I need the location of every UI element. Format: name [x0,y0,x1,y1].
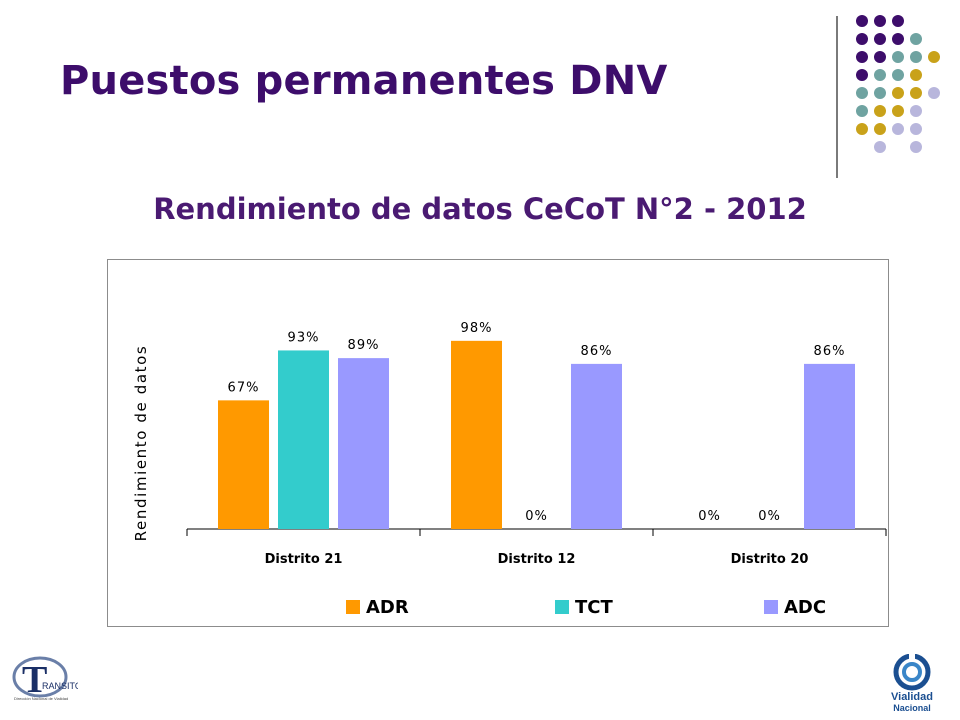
bar-adr-1 [218,400,269,529]
decor-dot [856,123,868,135]
data-label: 86% [814,344,846,359]
transito-logo-letter: T [22,659,47,701]
slide-title: Puestos permanentes DNV [60,58,668,104]
legend-label-adr: ADR [366,597,409,618]
decor-dot [910,141,922,153]
transito-logo: T RANSITO Dirección Nacional de Vialidad [12,656,78,701]
x-tick-label: Distrito 21 [265,552,343,567]
data-label: 0% [758,509,781,524]
data-label: 67% [228,380,260,395]
decor-dot [856,33,868,45]
decor-dot [892,15,904,27]
vialidad-logo-inner-ring [902,662,922,682]
vialidad-logo-gap [909,654,915,662]
decor-dot [910,33,922,45]
bar-adc-1 [338,358,389,529]
decor-dot [910,87,922,99]
vialidad-logo-line2: Nacional [893,703,931,713]
x-tick-label: Distrito 20 [731,552,809,567]
decor-dot [874,141,886,153]
data-label: 0% [698,509,721,524]
transito-logo-caption: Dirección Nacional de Vialidad [14,696,68,701]
bar-chart: 67% 93% 89% Distrito 21 98% 0% 86% Distrito 12 0… [107,259,889,627]
decor-dot [892,51,904,63]
decor-dot [892,87,904,99]
decor-dot [874,33,886,45]
decor-dot [910,51,922,63]
data-label: 86% [581,344,613,359]
data-label: 89% [348,338,380,353]
decor-dot [856,105,868,117]
decor-dot [910,123,922,135]
decor-dot [874,15,886,27]
data-label: 98% [461,321,493,336]
decor-dot [856,15,868,27]
legend-label-tct: TCT [575,597,613,618]
bar-adr-2 [451,340,502,529]
decor-dot [928,87,940,99]
decor-dot [856,51,868,63]
decor-dot [874,87,886,99]
decorative-dot-grid [856,15,940,153]
legend-swatch-adc [764,600,778,614]
decor-dot [910,69,922,81]
decor-dot [892,105,904,117]
vialidad-nacional-logo: Vialidad Nacional [891,654,933,713]
transito-logo-text: RANSITO [42,681,78,691]
bar-adc-2 [571,363,622,529]
decor-dot [874,51,886,63]
data-label: 93% [288,330,320,345]
legend-swatch-tct [555,600,569,614]
transito-logo-ring [12,656,68,698]
decor-dot [928,51,940,63]
decor-dot [874,123,886,135]
decor-dot [892,33,904,45]
legend-label-adc: ADC [784,597,826,618]
decor-dot [874,105,886,117]
bar-adc-3 [804,363,855,529]
decor-dot [892,123,904,135]
decor-dot [856,87,868,99]
decor-dot [856,69,868,81]
decor-dot [892,69,904,81]
x-tick-label: Distrito 12 [498,552,576,567]
header-divider [836,16,838,178]
decor-dot [874,69,886,81]
decor-dot [910,105,922,117]
legend-swatch-adr [346,600,360,614]
vialidad-logo-line1: Vialidad [891,691,933,703]
y-axis-label: Rendimiento de datos [132,345,150,542]
chart-title: Rendimiento de datos CeCoT N°2 - 2012 [153,192,807,226]
data-label: 0% [525,509,548,524]
bar-tct-1 [278,350,329,529]
